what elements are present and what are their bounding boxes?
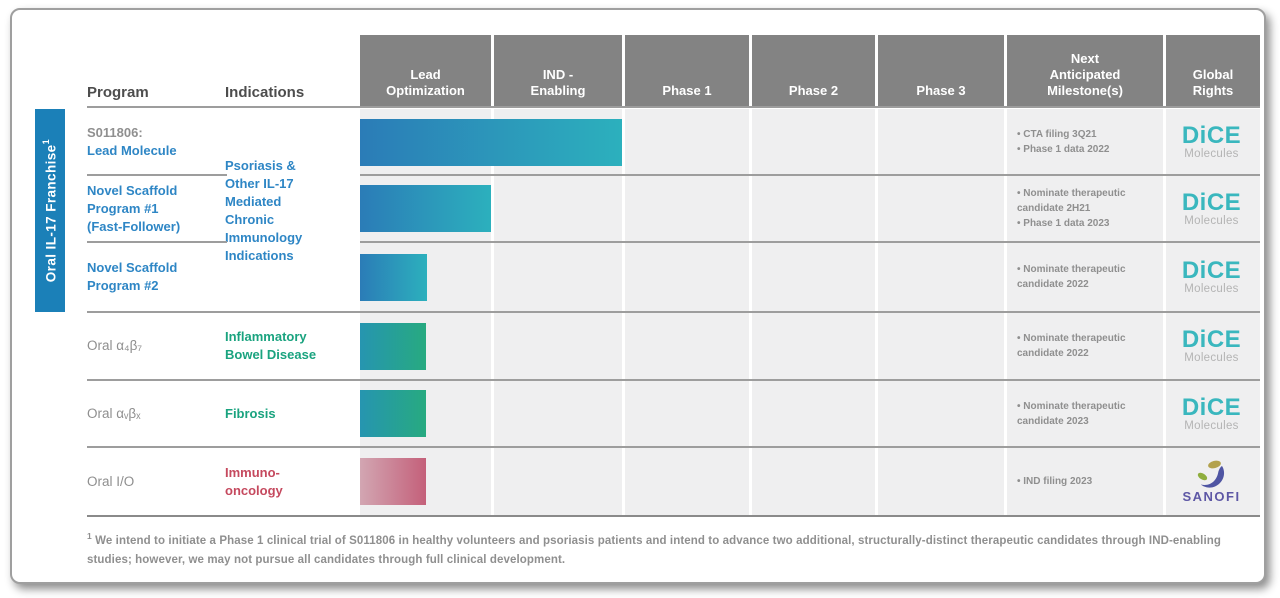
sanofi-bird-icon bbox=[1197, 460, 1224, 488]
progress-bar-s011806 bbox=[360, 118, 622, 166]
global-rights-row1: DiCE Molecules bbox=[1163, 109, 1260, 175]
sanofi-logo: SANOFI bbox=[1182, 459, 1240, 504]
column-header-phase-2: Phase 2 bbox=[749, 35, 875, 106]
indication-immuno-oncology: Immuno- oncology bbox=[225, 464, 283, 498]
row-divider bbox=[87, 241, 227, 243]
milestones-oral-avbx: • Nominate therapeutic candidate 2023 bbox=[1004, 380, 1163, 447]
milestones-s011806: • CTA filing 3Q21 • Phase 1 data 2022 bbox=[1004, 109, 1163, 175]
franchise-rail-label: Oral IL-17 Franchise1 bbox=[41, 138, 59, 283]
dice-molecules-logo: DiCE Molecules bbox=[1181, 257, 1242, 296]
milestone-line: • Nominate therapeutic candidate 2023 bbox=[1017, 400, 1126, 427]
indication-fibrosis: Fibrosis bbox=[225, 405, 276, 421]
dice-molecules-logo: DiCE Molecules bbox=[1181, 188, 1242, 227]
footnote: 1 We intend to initiate a Phase 1 clinic… bbox=[87, 527, 1257, 570]
column-header-indications: Indications bbox=[225, 84, 305, 101]
indication-ibd: Inflammatory Bowel Disease bbox=[225, 329, 317, 362]
progress-bar-oral-a4b7 bbox=[360, 322, 426, 370]
milestone-line: • CTA filing 3Q21 bbox=[1017, 129, 1097, 140]
row-divider bbox=[360, 174, 1260, 176]
row-divider bbox=[87, 446, 1260, 448]
progress-bar-novel-scaffold-2 bbox=[360, 253, 427, 301]
program-novel-scaffold-2: Novel Scaffold Program #2 bbox=[87, 260, 178, 293]
column-header-global-rights: Global Rights bbox=[1163, 35, 1260, 106]
row-divider bbox=[87, 174, 227, 176]
progress-bar-oral-avbx bbox=[360, 390, 426, 437]
program-oral-io: Oral I/O bbox=[87, 473, 135, 489]
milestones-oral-io: • IND filing 2023 bbox=[1004, 447, 1163, 516]
milestone-line: • Nominate therapeutic candidate 2H21 bbox=[1017, 188, 1126, 214]
milestones-oral-a4b7: • Nominate therapeutic candidate 2022 bbox=[1004, 312, 1163, 380]
global-rights-row2: DiCE Molecules bbox=[1163, 175, 1260, 242]
milestone-line: • IND filing 2023 bbox=[1017, 476, 1093, 487]
global-rights-row5: DiCE Molecules bbox=[1163, 380, 1260, 447]
program-name: Lead Molecule bbox=[87, 143, 177, 158]
dice-molecules-logo: DiCE Molecules bbox=[1181, 326, 1242, 365]
oral-il17-franchise-rail: Oral IL-17 Franchise1 bbox=[35, 109, 65, 312]
footnote-separator bbox=[87, 515, 1260, 517]
column-header-ind-enabling: IND - Enabling bbox=[491, 35, 622, 106]
footnote-superscript: 1 bbox=[87, 531, 92, 541]
row-divider bbox=[360, 241, 1260, 243]
program-oral-a4b7: Oral α₄β₇ bbox=[87, 338, 142, 353]
milestone-line: • Phase 1 data 2022 bbox=[1017, 144, 1110, 155]
column-header-program: Program bbox=[87, 84, 149, 101]
dice-molecules-logo: DiCE Molecules bbox=[1181, 393, 1242, 432]
dice-molecules-logo: DiCE Molecules bbox=[1181, 122, 1242, 161]
progress-bar-oral-io bbox=[360, 458, 426, 505]
program-novel-scaffold-1: Novel Scaffold Program #1 (Fast-Follower… bbox=[87, 182, 181, 234]
pipeline-slide: Program Indications Lead Optimization IN… bbox=[10, 8, 1266, 584]
program-s011806: S011806: Lead Molecule bbox=[87, 109, 225, 175]
column-header-phase-3: Phase 3 bbox=[875, 35, 1004, 106]
milestone-line: • Nominate therapeutic candidate 2022 bbox=[1017, 333, 1126, 359]
column-header-phase-1: Phase 1 bbox=[622, 35, 749, 106]
program-prefix: S011806: bbox=[87, 125, 143, 140]
column-header-next-anticipated-milestones: Next Anticipated Milestone(s) bbox=[1004, 35, 1163, 106]
milestones-novel-scaffold-2: • Nominate therapeutic candidate 2022 bbox=[1004, 242, 1163, 312]
global-rights-row6: SANOFI bbox=[1163, 447, 1260, 516]
program-oral-avbx: Oral αᵥβₓ bbox=[87, 405, 141, 421]
progress-bar-novel-scaffold-1 bbox=[360, 185, 491, 232]
column-header-lead-optimization: Lead Optimization bbox=[360, 35, 491, 106]
indication-psoriasis-il17: Psoriasis & Other IL-17 Mediated Chronic… bbox=[225, 157, 303, 263]
milestone-line: • Nominate therapeutic candidate 2022 bbox=[1017, 264, 1126, 290]
global-rights-row4: DiCE Molecules bbox=[1163, 312, 1260, 380]
milestone-line: • Phase 1 data 2023 bbox=[1017, 218, 1110, 229]
row-divider bbox=[87, 311, 1260, 313]
footnote-text: We intend to initiate a Phase 1 clinical… bbox=[87, 534, 1222, 566]
row-divider bbox=[87, 379, 1260, 381]
global-rights-row3: DiCE Molecules bbox=[1163, 242, 1260, 312]
header-divider bbox=[87, 106, 1260, 108]
pipeline-table: Program Indications Lead Optimization IN… bbox=[35, 35, 1260, 517]
milestones-novel-scaffold-1: • Nominate therapeutic candidate 2H21 • … bbox=[1004, 175, 1163, 242]
